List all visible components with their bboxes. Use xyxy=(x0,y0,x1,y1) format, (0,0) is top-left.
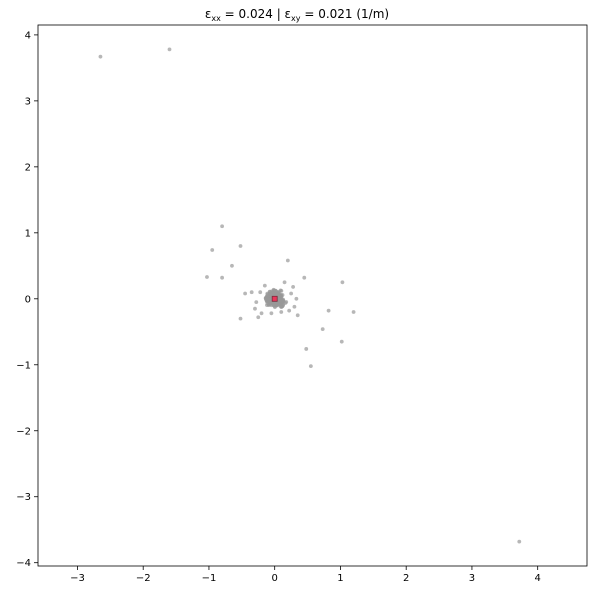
scatter-point xyxy=(517,539,522,544)
scatter-point xyxy=(326,308,331,313)
y-tick-label: −2 xyxy=(16,426,31,437)
scatter-point xyxy=(279,310,284,314)
scatter-point xyxy=(205,275,209,279)
scatter-point xyxy=(282,280,287,285)
center-layer xyxy=(271,295,278,302)
chart-title: εxx = 0.024 | εxy = 0.021 (1/m) xyxy=(205,7,389,23)
scatter-point xyxy=(238,244,243,248)
scatter-point xyxy=(320,327,325,332)
title-mid-1: = 0.024 | ε xyxy=(221,7,291,21)
title-mid-2: = 0.021 (1/m) xyxy=(301,7,390,21)
scatter-point xyxy=(308,364,313,368)
scatter-point xyxy=(289,291,294,296)
cluster-point xyxy=(283,301,288,305)
plot-frame xyxy=(37,24,588,567)
scatter-point xyxy=(259,311,264,316)
title-sub-xx: xx xyxy=(211,14,221,23)
cluster-point xyxy=(267,302,271,307)
cluster-point xyxy=(271,303,276,308)
cluster-point xyxy=(268,297,272,302)
scatter-point xyxy=(269,311,274,316)
title-prefix: ε xyxy=(205,7,212,21)
scatter-point xyxy=(291,285,295,289)
scatter-point xyxy=(258,290,263,295)
x-axis: −3 −2 −1 0 1 2 3 4 xyxy=(70,566,541,584)
y-tick-label: −1 xyxy=(16,360,31,371)
cluster-point xyxy=(276,297,281,302)
y-tick-label: 2 xyxy=(25,162,31,173)
y-tick-label: 3 xyxy=(25,96,31,107)
x-tick-label: 3 xyxy=(469,573,475,584)
x-tick-label: 2 xyxy=(403,573,409,584)
x-tick-label: 4 xyxy=(535,573,541,584)
scatter-point xyxy=(262,283,267,288)
y-tick-label: −3 xyxy=(16,492,31,503)
scatter-point xyxy=(253,306,257,311)
cluster-point xyxy=(279,294,284,299)
cluster-point xyxy=(277,302,282,307)
x-tick-label: 0 xyxy=(272,573,278,584)
cluster-point xyxy=(273,292,277,297)
scatter-point xyxy=(243,291,248,296)
scatter-point xyxy=(285,258,290,263)
scatter-point xyxy=(210,248,215,252)
cluster-point xyxy=(276,294,281,299)
scatter-point xyxy=(340,280,345,285)
scatter-point xyxy=(292,304,297,309)
y-axis: −4 −3 −2 −1 0 1 2 3 4 xyxy=(16,30,38,569)
x-tick-label: −3 xyxy=(70,573,85,584)
scatter-point xyxy=(167,47,172,52)
scatter-point xyxy=(220,275,225,280)
scatter-point xyxy=(220,224,225,229)
points-layer xyxy=(98,47,522,544)
scatter-point xyxy=(249,290,254,295)
scatter-point xyxy=(351,310,356,314)
y-tick-label: 4 xyxy=(25,30,31,41)
cluster-point xyxy=(265,292,270,297)
y-tick-label: −4 xyxy=(16,558,31,569)
scatter-point xyxy=(254,300,259,304)
x-tick-label: −1 xyxy=(202,573,217,584)
scatter-point xyxy=(295,313,300,318)
scatter-point xyxy=(302,275,307,280)
y-tick-label: 0 xyxy=(25,294,31,305)
scatter-point xyxy=(256,315,261,320)
x-tick-label: 1 xyxy=(337,573,343,584)
y-tick-label: 1 xyxy=(25,228,31,239)
scatter-point xyxy=(238,316,243,321)
cluster-point xyxy=(278,288,283,293)
scatter-point xyxy=(98,54,103,59)
scatter-point xyxy=(294,296,299,301)
title-sub-xy: xy xyxy=(291,14,301,23)
scatter-point xyxy=(230,263,234,268)
scatter-point xyxy=(287,308,292,313)
x-tick-label: −2 xyxy=(136,573,151,584)
scatter-point xyxy=(339,339,344,344)
scatter-point xyxy=(304,347,309,351)
center-marker xyxy=(271,295,278,302)
